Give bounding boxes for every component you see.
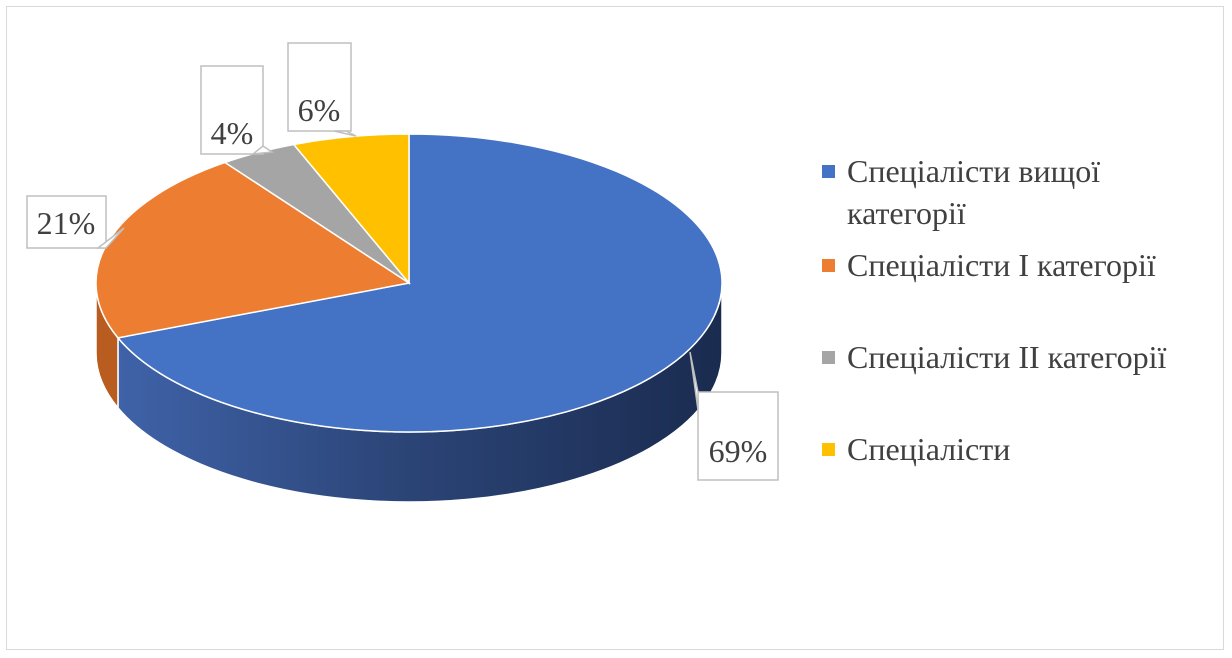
pie-slice-3 bbox=[292, 133, 410, 286]
data-label-0: 69% bbox=[709, 433, 768, 469]
pie-slices bbox=[95, 133, 723, 433]
legend-label: Спеціалісти І категорії bbox=[847, 247, 1156, 283]
legend-item-none: Спеціалісти bbox=[822, 428, 1217, 470]
data-label-pointer-2 bbox=[250, 145, 275, 156]
data-label-3: 6% bbox=[298, 92, 341, 128]
legend-item-second: Спеціалісти ІІ категорії bbox=[822, 336, 1217, 378]
data-label-box-3 bbox=[287, 42, 352, 132]
data-label-pointer-0 bbox=[689, 351, 699, 411]
legend-label: Спеціалісти bbox=[847, 431, 1011, 467]
legend-swatch bbox=[822, 259, 835, 272]
legend-item-first: Спеціалісти І категорії bbox=[822, 244, 1217, 286]
legend-swatch bbox=[822, 165, 835, 178]
data-label-2: 4% bbox=[211, 115, 254, 151]
data-label-box-0 bbox=[697, 391, 779, 481]
legend-swatch bbox=[822, 443, 835, 456]
data-label-pointer-1 bbox=[95, 227, 125, 249]
data-label-pointer-3 bbox=[333, 130, 357, 137]
legend-label: Спеціалісти ІІ категорії bbox=[847, 339, 1167, 375]
data-label-1: 21% bbox=[37, 205, 96, 241]
data-label-box-2 bbox=[200, 65, 264, 155]
legend-item-vyshcha: Спеціалісти вищої категорії bbox=[822, 150, 1217, 234]
chart-frame bbox=[6, 6, 1224, 650]
data-labels: 69% 21% 4% 6% bbox=[26, 42, 779, 481]
legend-swatch bbox=[822, 351, 835, 364]
legend-label: Спеціалісти вищої категорії bbox=[847, 153, 1101, 231]
pie-slice-0 bbox=[116, 133, 723, 433]
